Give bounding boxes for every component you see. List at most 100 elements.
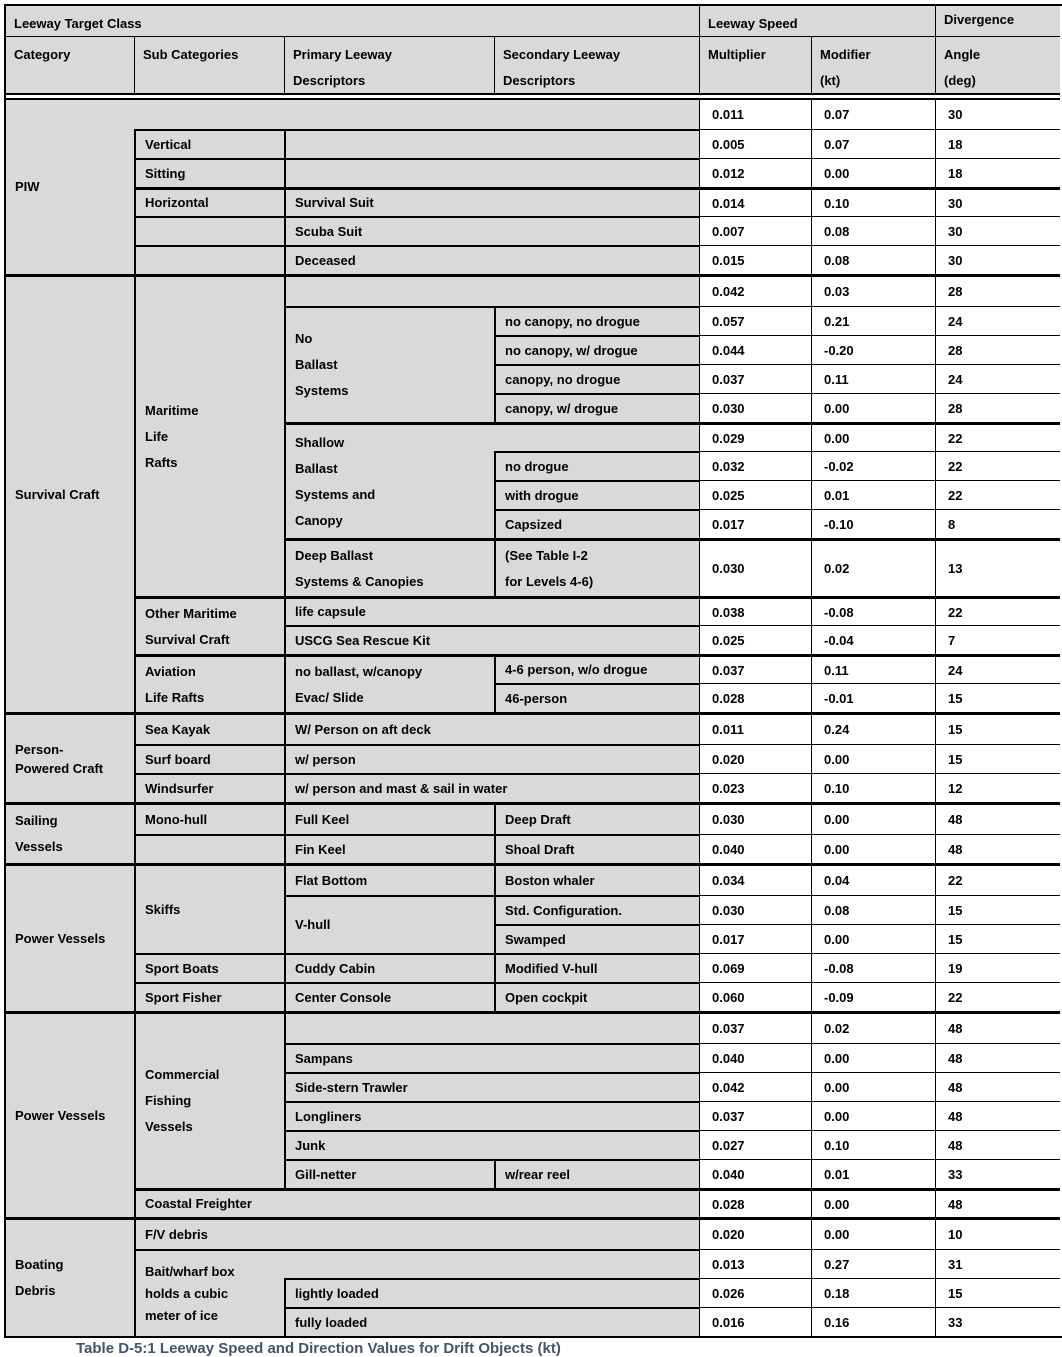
value-cell: 0.00 <box>811 924 935 953</box>
value-cell: 8 <box>935 509 1060 538</box>
value-cell: 0.040 <box>699 1043 811 1072</box>
secondary-descriptor-cell <box>494 422 699 451</box>
value-cell: 0.037 <box>699 1101 811 1130</box>
value-cell: 0.038 <box>699 596 811 625</box>
value-cell: 15 <box>935 1278 1060 1307</box>
value-cell: 48 <box>935 1130 1060 1159</box>
value-cell: 0.10 <box>811 187 935 216</box>
value-cell: 0.017 <box>699 924 811 953</box>
subcategory-cell <box>134 834 284 863</box>
primary-descriptor-cell: Sampans <box>284 1043 699 1072</box>
subcategory-cell: Skiffs <box>134 866 284 953</box>
primary-descriptor-cell: Cuddy Cabin <box>284 953 494 982</box>
secondary-descriptor-cell: 46-person <box>494 683 699 712</box>
value-cell: 0.017 <box>699 509 811 538</box>
value-cell: 12 <box>935 773 1060 802</box>
category-cell: Boating Debris <box>6 1220 134 1336</box>
primary-descriptor-cell <box>284 129 699 158</box>
category-cell: Person- Powered Craft <box>6 715 134 802</box>
value-cell: 48 <box>935 834 1060 863</box>
value-cell: -0.09 <box>811 982 935 1011</box>
value-cell: 48 <box>935 805 1060 834</box>
primary-descriptor-cell: fully loaded <box>284 1307 699 1336</box>
primary-descriptor-cell: Scuba Suit <box>284 216 699 245</box>
primary-descriptor-cell: Deceased <box>284 245 699 274</box>
value-cell: 13 <box>935 538 1060 596</box>
category-cell: PIW <box>6 100 134 274</box>
value-cell: 33 <box>935 1159 1060 1188</box>
value-cell: 48 <box>935 1043 1060 1072</box>
value-cell: 22 <box>935 422 1060 451</box>
value-cell: 0.013 <box>699 1249 811 1278</box>
subcategory-cell <box>134 100 699 129</box>
subcategory-cell: Bait/wharf box holds a cubic meter of ic… <box>134 1249 284 1336</box>
value-cell: 19 <box>935 953 1060 982</box>
value-cell: -0.04 <box>811 625 935 654</box>
value-cell: 33 <box>935 1307 1060 1336</box>
value-cell: 0.027 <box>699 1130 811 1159</box>
value-cell: 0.00 <box>811 834 935 863</box>
group-separator <box>6 863 1060 866</box>
value-cell: 0.00 <box>811 1101 935 1130</box>
value-cell: 28 <box>935 277 1060 306</box>
value-cell: 28 <box>935 335 1060 364</box>
value-cell: 30 <box>935 245 1060 274</box>
value-cell: 22 <box>935 451 1060 480</box>
value-cell: 0.011 <box>699 100 811 129</box>
secondary-descriptor-cell: Shoal Draft <box>494 834 699 863</box>
subcategory-cell: Commercial Fishing Vessels <box>134 1014 284 1188</box>
primary-descriptor-cell <box>284 158 699 187</box>
value-cell: 0.020 <box>699 744 811 773</box>
primary-descriptor-cell: no ballast, w/canopy Evac/ Slide <box>284 654 494 712</box>
primary-descriptor-cell: No Ballast Systems <box>284 306 494 422</box>
header-cell: Multiplier <box>699 36 811 93</box>
category-cell: Power Vessels <box>6 1014 134 1217</box>
value-cell: 24 <box>935 306 1060 335</box>
value-cell: 0.025 <box>699 480 811 509</box>
value-cell: -0.20 <box>811 335 935 364</box>
value-cell: 0.037 <box>699 364 811 393</box>
value-cell: 7 <box>935 625 1060 654</box>
value-cell: 0.00 <box>811 422 935 451</box>
primary-descriptor-cell <box>284 1249 699 1278</box>
value-cell: 0.020 <box>699 1220 811 1249</box>
primary-descriptor-cell: Survival Suit <box>284 187 699 216</box>
value-cell: 0.042 <box>699 1072 811 1101</box>
subcategory-cell: Maritime Life Rafts <box>134 277 284 596</box>
value-cell: 30 <box>935 216 1060 245</box>
secondary-descriptor-cell: no canopy, no drogue <box>494 306 699 335</box>
subcategory-cell: Vertical <box>134 129 284 158</box>
value-cell: 0.037 <box>699 654 811 683</box>
value-cell: 0.00 <box>811 744 935 773</box>
value-cell: -0.10 <box>811 509 935 538</box>
value-cell: 0.030 <box>699 538 811 596</box>
header-double-rule <box>6 93 1060 100</box>
value-cell: 30 <box>935 100 1060 129</box>
value-cell: 0.08 <box>811 245 935 274</box>
value-cell: 18 <box>935 158 1060 187</box>
value-cell: 0.029 <box>699 422 811 451</box>
value-cell: 0.030 <box>699 895 811 924</box>
value-cell: 0.00 <box>811 1043 935 1072</box>
primary-descriptor-cell: Flat Bottom <box>284 866 494 895</box>
value-cell: 0.08 <box>811 216 935 245</box>
value-cell: -0.08 <box>811 596 935 625</box>
value-cell: 15 <box>935 683 1060 712</box>
value-cell: 0.040 <box>699 834 811 863</box>
value-cell: 0.04 <box>811 866 935 895</box>
value-cell: 0.03 <box>811 277 935 306</box>
value-cell: 0.07 <box>811 129 935 158</box>
secondary-descriptor-cell: Modified V-hull <box>494 953 699 982</box>
value-cell: 15 <box>935 744 1060 773</box>
value-cell: 0.042 <box>699 277 811 306</box>
value-cell: 0.00 <box>811 805 935 834</box>
group-separator <box>6 1011 1060 1014</box>
value-cell: 22 <box>935 480 1060 509</box>
value-cell: 0.030 <box>699 393 811 422</box>
primary-descriptor-cell: Junk <box>284 1130 699 1159</box>
secondary-descriptor-cell: w/rear reel <box>494 1159 699 1188</box>
value-cell: 48 <box>935 1101 1060 1130</box>
value-cell: 31 <box>935 1249 1060 1278</box>
secondary-descriptor-cell: canopy, w/ drogue <box>494 393 699 422</box>
value-cell: 0.030 <box>699 805 811 834</box>
